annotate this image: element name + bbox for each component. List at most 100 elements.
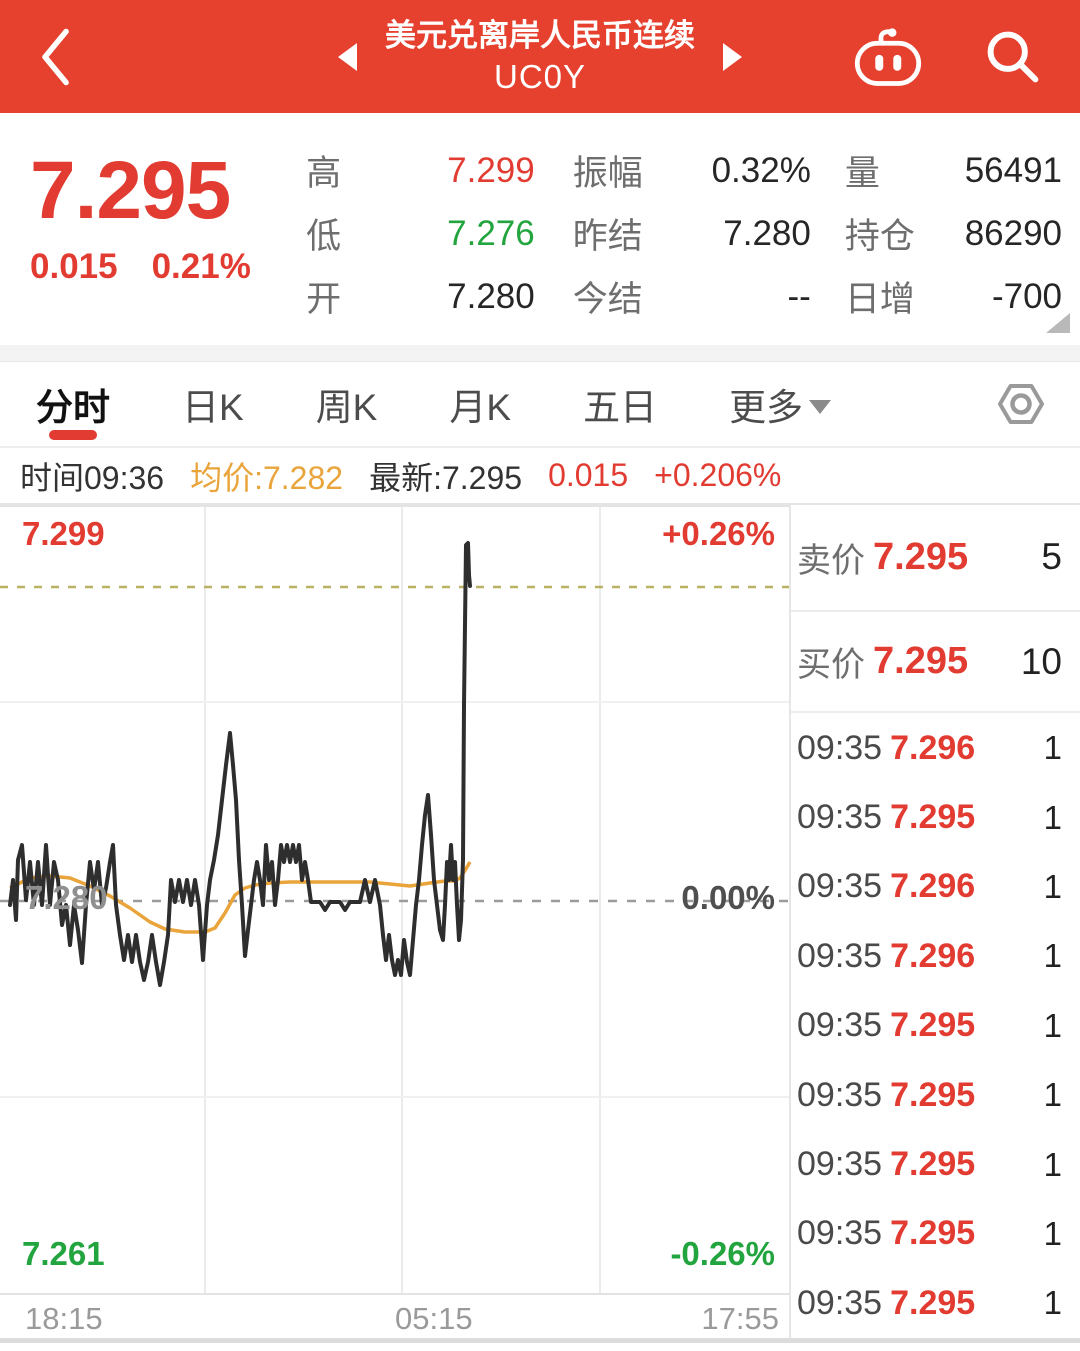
stat-label-daily-increase: 日增	[844, 280, 915, 319]
axis-label-high-pct: +0.26%	[662, 515, 775, 552]
tick-time: 09:35	[797, 1145, 883, 1184]
tick-price: 7.295	[890, 798, 976, 837]
chart-and-orderflow: 7.299 +0.26% 7.280 0.00% 7.261 -0.26% 18…	[0, 503, 1080, 1343]
price-change-pct: 0.21%	[151, 247, 251, 286]
expand-stats-icon[interactable]	[1046, 313, 1070, 333]
time-axis-start: 18:15	[25, 1301, 103, 1336]
chevron-down-icon	[809, 400, 832, 414]
tick-time: 09:35	[797, 1283, 883, 1322]
bid-price: 7.295	[873, 640, 969, 683]
instrument-switcher: 美元兑离岸人民币连续 UC0Y	[338, 0, 742, 113]
tick-row: 09:35 7.296 1	[791, 922, 1080, 991]
axis-label-low-pct: -0.26%	[670, 1235, 775, 1272]
page-title: 美元兑离岸人民币连续	[385, 17, 695, 53]
back-button[interactable]	[0, 0, 110, 113]
stat-label-amplitude: 振幅	[572, 154, 643, 193]
chevron-left-icon	[42, 28, 69, 85]
tick-price: 7.295	[890, 1214, 976, 1253]
tab-monthly-k[interactable]: 月K	[449, 387, 512, 428]
info-change-pct: +0.206%	[654, 457, 782, 493]
prev-instrument-icon[interactable]	[338, 42, 357, 71]
chart-info-line: 时间09:36 均价:7.282 最新:7.295 0.015 +0.206%	[0, 448, 1080, 503]
tick-row: 09:35 7.295 1	[791, 991, 1080, 1060]
order-flow-panel[interactable]: 卖价 7.295 5 买价 7.295 10 09:35 7.296 1 09:35…	[789, 505, 1080, 1338]
tab-daily-k[interactable]: 日K	[182, 387, 244, 428]
section-divider	[0, 345, 1080, 362]
ask-label: 卖价	[797, 541, 865, 580]
instrument-code: UC0Y	[493, 57, 587, 95]
tick-price: 7.296	[890, 936, 976, 975]
stat-label-low: 低	[306, 217, 342, 256]
tick-row: 09:35 7.296 1	[791, 852, 1080, 921]
tick-time: 09:35	[797, 798, 883, 837]
quote-summary: 7.295 0.015 0.21% 高 7.299 低 7.276 开 7.280 振…	[0, 113, 1080, 345]
stat-label-high: 高	[306, 154, 342, 193]
time-axis-end: 17:55	[701, 1301, 779, 1336]
chart-period-tabs: 分时 日K 周K 月K 五日 更多	[0, 362, 1080, 448]
tick-quantity: 1	[1043, 1145, 1062, 1183]
bid-quantity: 10	[1020, 640, 1062, 682]
tick-quantity: 1	[1043, 1076, 1062, 1114]
info-time: 时间09:36	[20, 459, 165, 496]
tick-row: 09:35 7.295 1	[791, 1199, 1080, 1268]
chart-settings-icon[interactable]	[998, 381, 1044, 427]
next-instrument-icon[interactable]	[723, 42, 742, 71]
tick-time: 09:35	[797, 1214, 883, 1253]
axis-label-mid-pct: 0.00%	[681, 879, 775, 916]
info-last-price: 最新:7.295	[369, 459, 523, 496]
bid-label: 买价	[797, 646, 865, 685]
stat-label-volume: 量	[844, 154, 880, 193]
stat-value-today-settle: --	[787, 276, 811, 316]
ask-price: 7.295	[873, 535, 969, 578]
axis-label-high-price: 7.299	[22, 515, 105, 552]
tick-price: 7.296	[890, 728, 976, 767]
ask-price-row[interactable]: 卖价 7.295 5	[791, 505, 1080, 612]
stat-label-prev-settle: 昨结	[572, 217, 643, 256]
tick-price: 7.295	[890, 1006, 976, 1045]
stat-value-amplitude: 0.32%	[711, 150, 811, 190]
tick-quantity: 1	[1043, 1284, 1062, 1322]
tab-more-label: 更多	[729, 387, 804, 428]
tick-time: 09:35	[797, 728, 883, 767]
stat-value-high: 7.299	[447, 150, 535, 190]
tick-price: 7.295	[890, 1075, 976, 1114]
tick-row: 09:35 7.295 1	[791, 1269, 1080, 1338]
axis-label-mid-price: 7.280	[25, 879, 108, 916]
chart-plot-area[interactable]: 7.299 +0.26% 7.280 0.00% 7.261 -0.26%	[0, 505, 789, 1295]
axis-label-low-price: 7.261	[22, 1235, 105, 1272]
time-axis-mid: 05:15	[395, 1301, 473, 1336]
tick-list[interactable]: 09:35 7.296 1 09:35 7.295 1 09:35 7.296 1 09:3…	[791, 713, 1080, 1338]
tick-quantity: 1	[1043, 729, 1062, 767]
tick-time: 09:35	[797, 1075, 883, 1114]
tab-more[interactable]: 更多	[729, 362, 832, 446]
info-avg-price: 均价:7.282	[190, 459, 344, 496]
tick-row: 09:35 7.295 1	[791, 783, 1080, 852]
ask-quantity: 5	[1041, 536, 1062, 578]
stat-label-open: 开	[306, 280, 342, 319]
stat-value-open: 7.280	[447, 276, 535, 316]
stat-label-today-settle: 今结	[572, 280, 643, 319]
tick-price: 7.296	[890, 867, 976, 906]
tab-weekly-k[interactable]: 周K	[315, 387, 378, 428]
stat-value-volume: 56491	[964, 150, 1063, 190]
stat-label-open-interest: 持仓	[844, 217, 915, 256]
minute-chart: 7.299 +0.26% 7.280 0.00% 7.261 -0.26% 18…	[0, 505, 789, 1338]
bid-price-row[interactable]: 买价 7.295 10	[791, 612, 1080, 714]
tick-row: 09:35 7.295 1	[791, 1130, 1080, 1199]
tick-time: 09:35	[797, 867, 883, 906]
assistant-robot-icon[interactable]	[852, 26, 924, 88]
tick-quantity: 1	[1043, 1006, 1062, 1044]
price-change: 0.015	[30, 247, 118, 286]
tab-five-day[interactable]: 五日	[583, 387, 658, 428]
tab-minute[interactable]: 分时	[36, 362, 110, 446]
tick-row: 09:35 7.296 1	[791, 713, 1080, 782]
header: 美元兑离岸人民币连续 UC0Y	[0, 0, 1080, 113]
tick-row: 09:35 7.295 1	[791, 1060, 1080, 1129]
tick-quantity: 1	[1043, 1214, 1062, 1252]
tick-quantity: 1	[1043, 798, 1062, 836]
search-icon[interactable]	[984, 28, 1042, 86]
stat-value-low: 7.276	[447, 213, 535, 253]
instrument-title-block: 美元兑离岸人民币连续 UC0Y	[385, 16, 695, 98]
tick-price: 7.295	[890, 1283, 976, 1322]
info-change: 0.015	[548, 457, 629, 493]
